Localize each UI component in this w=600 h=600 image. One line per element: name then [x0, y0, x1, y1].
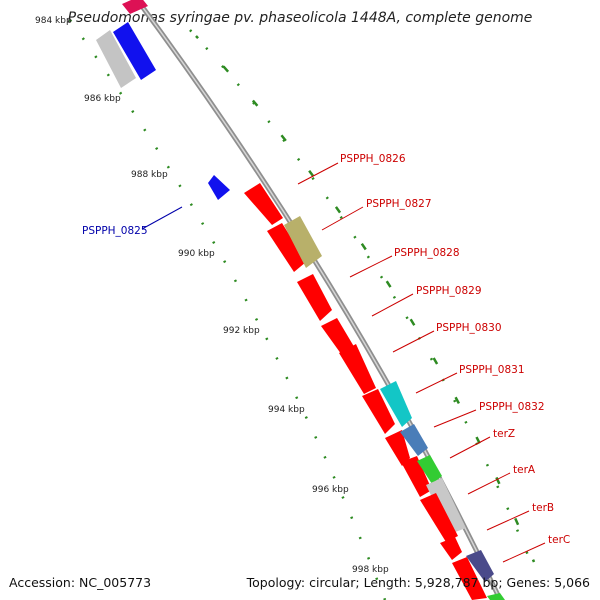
gene-arrow[interactable]	[244, 183, 283, 225]
map-title: Pseudomonas syringae pv. phaseolicola 14…	[67, 10, 533, 26]
gene-label[interactable]: terA	[513, 464, 536, 476]
gene-arrow[interactable]	[452, 557, 487, 600]
gene-arrow[interactable]	[122, 0, 148, 14]
gene-arrow[interactable]	[426, 478, 466, 534]
callout-line	[141, 206, 183, 230]
gene-arrow[interactable]	[400, 424, 428, 456]
tick-label: 998 kbp	[352, 565, 389, 575]
tick-label: 986 kbp	[84, 94, 121, 104]
gene-arrow[interactable]	[420, 493, 458, 542]
callout-line	[297, 162, 339, 185]
outer-reference-dashes	[195, 35, 536, 563]
tick-label: 988 kbp	[131, 170, 168, 180]
gene-arrow[interactable]	[113, 22, 156, 80]
callout-line	[349, 255, 393, 278]
gene-label[interactable]: terB	[532, 502, 554, 514]
gene-label[interactable]: PSPPH_0832	[479, 401, 545, 413]
reverse-genes	[96, 0, 230, 200]
tick-label: 992 kbp	[223, 326, 260, 336]
gene-arrow[interactable]	[380, 381, 412, 427]
gene-arrow[interactable]	[417, 455, 442, 484]
callout-line	[449, 436, 491, 459]
gene-label[interactable]: PSPPH_0826	[340, 153, 406, 165]
gene-arrow[interactable]	[466, 550, 494, 582]
gene-arrow[interactable]	[401, 456, 432, 497]
tick-label: 994 kbp	[268, 405, 305, 415]
callout-line	[321, 206, 364, 231]
gene-label[interactable]: PSPPH_0828	[394, 247, 460, 259]
accession-text: Accession: NC_005773	[9, 575, 152, 590]
tick-label: 996 kbp	[312, 485, 349, 495]
callout-line	[433, 409, 477, 428]
gene-label[interactable]: terC	[548, 534, 570, 546]
gene-label[interactable]: PSPPH_0830	[436, 322, 502, 334]
callout-line	[392, 330, 435, 353]
gene-label[interactable]: PSPPH_0829	[416, 285, 482, 297]
callout-line	[502, 542, 546, 563]
gene-arrow[interactable]	[339, 344, 376, 394]
callout-line	[415, 372, 458, 394]
gene-labels: PSPPH_0825 PSPPH_0826 PSPPH_0827 PSPPH_0…	[82, 153, 570, 546]
callout-line	[486, 510, 530, 531]
gene-arrow[interactable]	[440, 537, 462, 560]
gene-arrow[interactable]	[362, 389, 395, 434]
gene-arrow[interactable]	[96, 30, 136, 88]
gene-arrow[interactable]	[487, 593, 505, 600]
gene-label[interactable]: PSPPH_0831	[459, 364, 525, 376]
summary-text: Topology: circular; Length: 5,928,787 bp…	[246, 575, 590, 590]
gene-label[interactable]: terZ	[493, 428, 515, 440]
scale-ticks: 984 kbp 986 kbp 988 kbp 990 kbp 992 kbp …	[35, 16, 389, 575]
gene-label[interactable]: PSPPH_0827	[366, 198, 432, 210]
tick-label: 990 kbp	[178, 249, 215, 259]
inner-dash-track	[68, 19, 387, 600]
gene-arrow[interactable]	[385, 430, 410, 466]
forward-genes	[244, 183, 505, 600]
callout-lines	[141, 162, 546, 563]
gene-arrow[interactable]	[267, 223, 306, 272]
gene-arrow[interactable]	[297, 274, 332, 321]
gene-arrow[interactable]	[321, 318, 356, 358]
gene-arrow[interactable]	[208, 175, 230, 200]
callout-line	[371, 293, 414, 317]
gene-label[interactable]: PSPPH_0825	[82, 225, 148, 237]
gene-arrow[interactable]	[284, 216, 322, 268]
callout-line	[467, 472, 511, 495]
tick-label: 984 kbp	[35, 16, 72, 26]
